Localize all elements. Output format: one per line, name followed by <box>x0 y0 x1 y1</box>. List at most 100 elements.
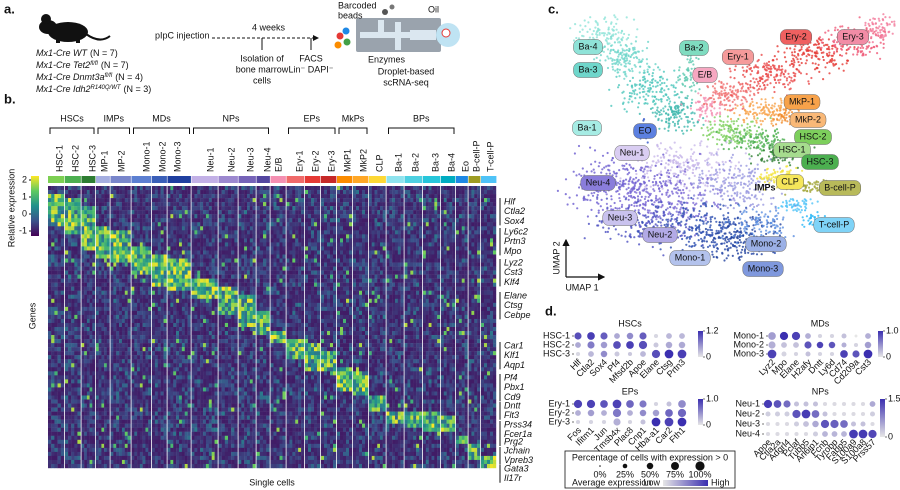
heatmap-cell <box>228 298 232 304</box>
heatmap-cell <box>60 230 65 235</box>
heatmap-cell <box>101 314 105 320</box>
heatmap-cell <box>259 202 264 207</box>
heatmap-cell <box>57 238 61 243</box>
heatmap-cell <box>152 431 156 436</box>
heatmap-cell <box>124 218 128 223</box>
heatmap-cell <box>152 190 156 195</box>
heatmap-cell <box>98 254 102 259</box>
heatmap-cell <box>157 210 161 215</box>
heatmap-cell <box>249 395 253 400</box>
heatmap-cell <box>197 210 201 215</box>
heatmap-cell <box>157 415 161 420</box>
heatmap-cell <box>173 455 177 461</box>
heatmap-cell <box>200 459 204 465</box>
heatmap-cell <box>84 359 88 364</box>
heatmap-cell <box>249 399 253 404</box>
heatmap-cell <box>191 379 195 384</box>
heatmap-cell <box>116 407 120 412</box>
heatmap-cell <box>224 218 229 223</box>
heatmap-cell <box>48 254 52 259</box>
heatmap-cell <box>71 435 75 440</box>
heatmap-cell <box>249 407 253 412</box>
heatmap-cell <box>241 318 245 324</box>
heatmap-cell <box>142 363 146 368</box>
heatmap-cell <box>89 210 93 215</box>
heatmap-cell <box>71 459 75 465</box>
heatmap-cell <box>184 206 188 211</box>
heatmap-cell <box>89 443 93 449</box>
heatmap-cell <box>142 206 146 211</box>
heatmap-cell <box>145 238 149 243</box>
heatmap-cell <box>197 375 201 380</box>
heatmap-cell <box>241 254 245 259</box>
heatmap-cell <box>266 186 270 191</box>
heatmap-cell <box>131 427 135 432</box>
heatmap-cell <box>173 290 177 295</box>
heatmap-cell <box>179 439 183 445</box>
heatmap-cell <box>154 210 158 215</box>
heatmap-cell <box>191 335 195 340</box>
heatmap-cell <box>241 286 245 291</box>
heatmap-cell <box>160 443 164 449</box>
heatmap-cell <box>142 282 146 287</box>
heatmap-cell <box>96 242 99 247</box>
heatmap-cell <box>241 218 245 223</box>
heatmap-cell <box>160 302 164 308</box>
heatmap-cell <box>96 238 99 243</box>
heatmap-cell <box>104 459 107 465</box>
heatmap-cell <box>238 363 242 368</box>
heatmap-cell <box>86 359 90 364</box>
heatmap-cell <box>101 238 105 243</box>
heatmap-cell <box>203 206 207 211</box>
heatmap-cell <box>173 347 177 352</box>
heatmap-cell <box>170 222 174 227</box>
heatmap-cell <box>74 294 78 299</box>
heatmap-cell <box>113 383 117 388</box>
heatmap-cell <box>170 306 174 312</box>
heatmap-cell <box>121 322 125 328</box>
heatmap-cell <box>218 359 222 364</box>
heatmap-cell <box>110 415 114 420</box>
heatmap-cell <box>148 335 152 340</box>
heatmap-cell <box>173 411 177 416</box>
heatmap-cell <box>81 431 85 436</box>
heatmap-cell <box>86 395 90 400</box>
heatmap-cell <box>252 391 256 396</box>
heatmap-cell <box>184 451 188 457</box>
heatmap-cell <box>54 314 58 320</box>
heatmap-cell <box>191 246 195 251</box>
heatmap-cell <box>131 246 135 251</box>
heatmap-cell <box>119 391 123 396</box>
heatmap-cell <box>244 447 248 453</box>
heatmap-cell <box>197 186 201 191</box>
heatmap-cell <box>214 258 218 263</box>
heatmap-cell <box>139 455 143 461</box>
heatmap-cell <box>127 250 131 255</box>
heatmap-cell <box>48 198 52 203</box>
heatmap-cell <box>244 238 248 243</box>
heatmap-cell <box>116 214 120 219</box>
heatmap-cell <box>181 266 185 271</box>
heatmap-cell <box>139 335 143 340</box>
heatmap-cell <box>92 327 96 332</box>
heatmap-cell <box>263 222 267 227</box>
heatmap-cell <box>98 194 102 199</box>
heatmap-cell <box>154 359 158 364</box>
heatmap-cell <box>139 463 143 469</box>
heatmap-cell <box>86 411 90 416</box>
heatmap-cell <box>48 298 52 304</box>
heatmap-cell <box>92 355 96 360</box>
heatmap-cell <box>142 262 146 267</box>
heatmap-cell <box>249 387 253 392</box>
heatmap-cell <box>256 351 260 356</box>
heatmap-cell <box>247 367 251 372</box>
heatmap-cell <box>244 198 248 203</box>
heatmap-cell <box>152 234 156 239</box>
heatmap-cell <box>68 339 72 344</box>
heatmap-cell <box>157 206 161 211</box>
heatmap-cell <box>259 343 264 348</box>
heatmap-cell <box>231 435 235 440</box>
heatmap-cell <box>154 451 158 457</box>
heatmap-cell <box>231 327 235 332</box>
heatmap-cell <box>124 411 128 416</box>
